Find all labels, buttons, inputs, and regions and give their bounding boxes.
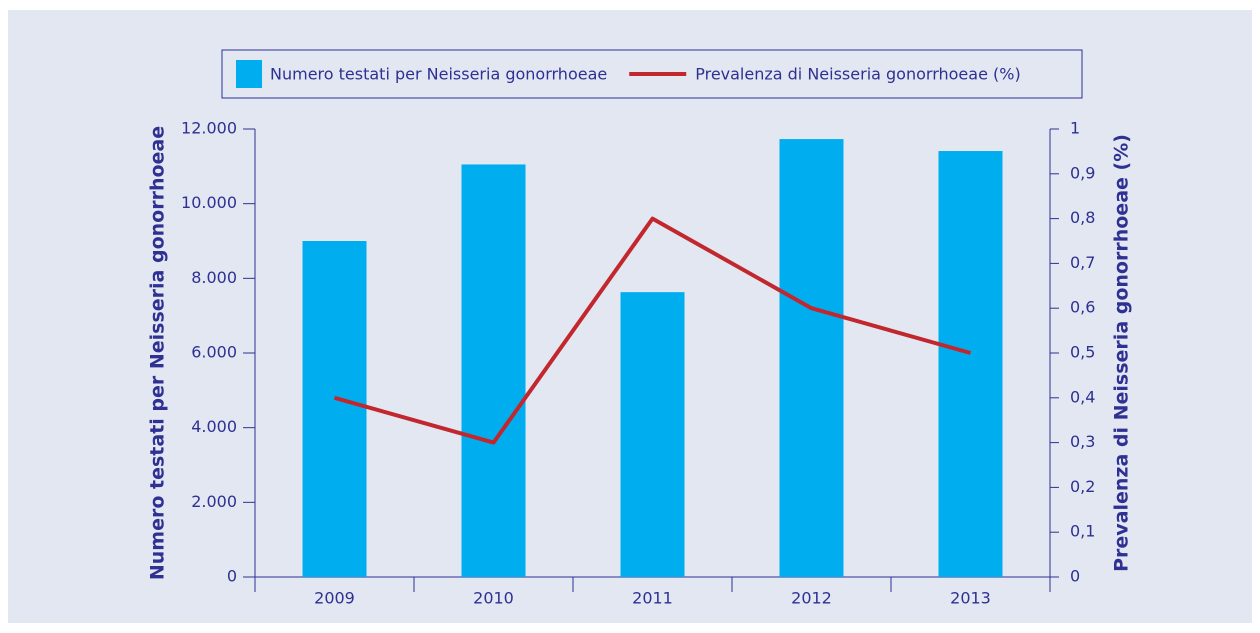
y2-tick-label: 0 bbox=[1070, 567, 1080, 586]
y2-tick-label: 1 bbox=[1070, 119, 1080, 138]
legend-label: Numero testati per Neisseria gonorrhoeae bbox=[270, 65, 607, 84]
y2-tick-label: 0,1 bbox=[1070, 522, 1095, 541]
y-tick-label: 6.000 bbox=[191, 343, 237, 362]
legend-box bbox=[221, 49, 1083, 99]
legend-swatch bbox=[236, 60, 262, 88]
y-tick-label: 4.000 bbox=[191, 417, 237, 436]
y2-tick-label: 0,7 bbox=[1070, 253, 1095, 272]
y-axis-title: Numero testati per Neisseria gonorrhoeae bbox=[147, 126, 169, 580]
bar bbox=[302, 241, 367, 577]
y-tick-label: 12.000 bbox=[181, 119, 237, 138]
y-tick-label: 10.000 bbox=[181, 193, 237, 212]
y-tick-label: 0 bbox=[227, 567, 237, 586]
line bbox=[333, 216, 972, 445]
legend-label: Prevalenza di Neisseria gonorrhoeae (%) bbox=[695, 65, 1020, 84]
x-tick-label: 2009 bbox=[314, 589, 355, 608]
bar bbox=[620, 292, 685, 577]
y2-tick-label: 0,8 bbox=[1070, 208, 1095, 227]
bar bbox=[779, 139, 844, 577]
x-tick-label: 2011 bbox=[632, 589, 673, 608]
y2-axis-title: Prevalenza di Neisseria gonorrhoeae (%) bbox=[1111, 134, 1133, 572]
x-tick-label: 2010 bbox=[473, 589, 514, 608]
y2-tick-label: 0,2 bbox=[1070, 477, 1095, 496]
x-tick-label: 2013 bbox=[950, 589, 991, 608]
y-tick-label: 8.000 bbox=[191, 268, 237, 287]
y2-tick-label: 0,6 bbox=[1070, 298, 1095, 317]
bar bbox=[461, 164, 526, 577]
y2-tick-label: 0,4 bbox=[1070, 387, 1095, 406]
y2-tick-label: 0,5 bbox=[1070, 343, 1095, 362]
y-tick-label: 2.000 bbox=[191, 492, 237, 511]
x-tick-label: 2012 bbox=[791, 589, 832, 608]
y2-tick-label: 0,3 bbox=[1070, 432, 1095, 451]
y2-tick-label: 0,9 bbox=[1070, 163, 1095, 182]
bar bbox=[938, 151, 1003, 577]
